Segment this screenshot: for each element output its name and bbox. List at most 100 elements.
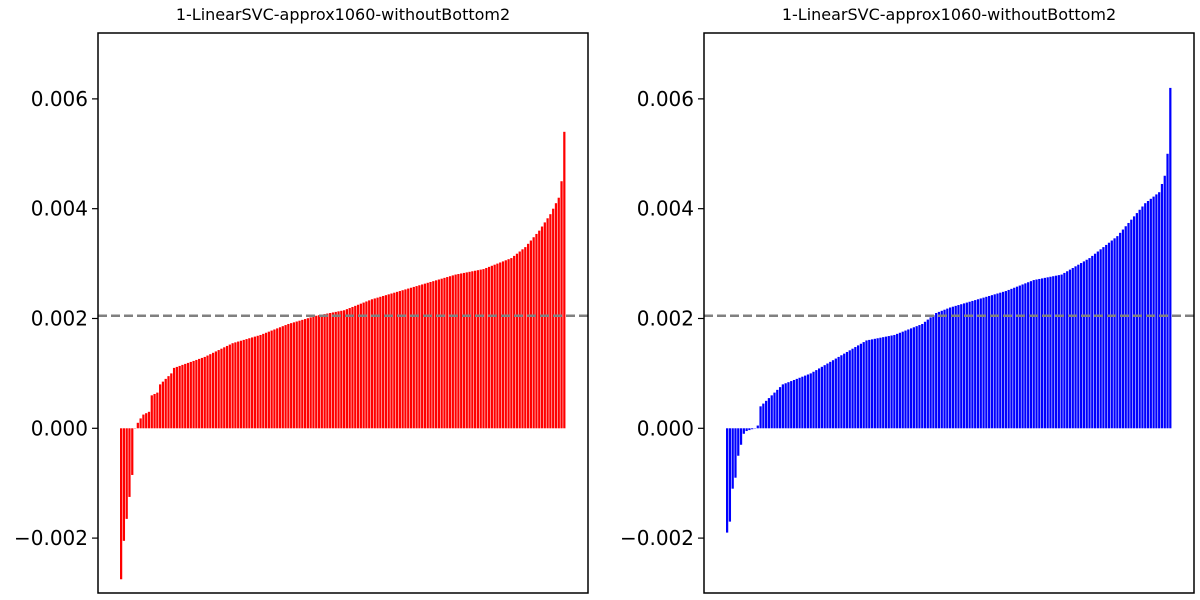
y-tick-label: 0.006	[637, 87, 694, 111]
bar	[901, 331, 904, 429]
bar	[1063, 272, 1066, 429]
bar	[988, 295, 991, 429]
bar	[292, 322, 296, 429]
bar	[156, 392, 159, 429]
bar	[560, 181, 563, 429]
bar	[281, 326, 284, 429]
bar	[312, 316, 315, 429]
bar	[457, 274, 460, 429]
bar	[262, 333, 265, 429]
bar	[429, 281, 432, 429]
bar	[125, 428, 128, 519]
bar	[1141, 206, 1144, 429]
bar	[879, 337, 882, 429]
bar	[234, 342, 237, 429]
bar	[409, 287, 413, 429]
bar	[731, 428, 734, 489]
chart-right: 1-LinearSVC-approx1060-withoutBottom2 −0…	[620, 5, 1195, 594]
bar	[999, 292, 1002, 429]
bar	[898, 332, 902, 429]
bar	[451, 275, 454, 429]
bar	[840, 355, 843, 429]
bar	[493, 264, 496, 429]
bar	[284, 325, 287, 429]
bar	[985, 296, 988, 429]
bar	[1096, 251, 1099, 429]
bar	[1155, 194, 1158, 429]
bar	[1099, 249, 1102, 429]
bar	[487, 266, 491, 429]
bar	[278, 327, 282, 429]
bar	[507, 259, 510, 429]
bar	[172, 367, 176, 429]
bar	[751, 428, 754, 430]
bar	[432, 281, 435, 429]
bar	[1132, 216, 1136, 429]
bar	[1027, 282, 1030, 429]
bar	[362, 302, 365, 429]
bar	[546, 218, 549, 429]
bar	[446, 277, 449, 429]
bar	[829, 361, 832, 429]
bar	[239, 340, 243, 429]
bar	[192, 360, 195, 429]
bar	[834, 358, 837, 429]
bar	[926, 319, 929, 429]
bar	[756, 425, 759, 429]
bar	[557, 197, 560, 429]
bar	[1015, 286, 1019, 429]
bar	[1052, 276, 1055, 429]
chart-title-right: 1-LinearSVC-approx1060-withoutBottom2	[782, 5, 1116, 24]
bar	[823, 365, 826, 429]
bar	[471, 271, 474, 429]
bar	[217, 350, 220, 429]
bar	[873, 338, 876, 429]
bar	[334, 311, 337, 429]
bar	[951, 306, 955, 429]
bar	[1163, 175, 1166, 429]
bar	[382, 295, 385, 429]
bar	[1113, 238, 1116, 429]
bar	[770, 395, 773, 429]
bar	[918, 325, 921, 429]
bar	[784, 383, 787, 429]
bar	[460, 273, 463, 429]
bar	[468, 271, 471, 429]
bar	[223, 347, 226, 429]
bar	[882, 337, 885, 429]
bar	[159, 384, 162, 429]
bar	[957, 305, 960, 429]
bar	[1049, 276, 1052, 429]
y-tick-label: 0.002	[637, 306, 694, 330]
bar	[937, 311, 941, 429]
bar	[787, 382, 790, 429]
bar	[474, 270, 477, 429]
bar	[990, 295, 994, 429]
bar	[248, 338, 251, 429]
bar	[1054, 275, 1058, 429]
bar	[1082, 261, 1086, 429]
bar	[1060, 274, 1063, 429]
bar	[817, 368, 821, 429]
bar	[298, 320, 301, 429]
bar	[518, 251, 521, 429]
bar	[175, 366, 178, 429]
bar	[120, 428, 123, 580]
bar	[949, 307, 952, 429]
bar	[465, 272, 468, 429]
bar	[387, 294, 390, 429]
bar	[798, 377, 801, 429]
bar	[904, 330, 907, 429]
bar	[734, 428, 737, 478]
bar	[831, 360, 835, 429]
bar	[1046, 277, 1049, 429]
bar	[376, 297, 379, 429]
bar	[935, 313, 938, 429]
bar	[912, 327, 915, 429]
bar	[434, 280, 438, 429]
bar	[1035, 279, 1038, 429]
bar	[384, 295, 388, 429]
bar	[907, 329, 910, 429]
bar	[1110, 240, 1113, 429]
